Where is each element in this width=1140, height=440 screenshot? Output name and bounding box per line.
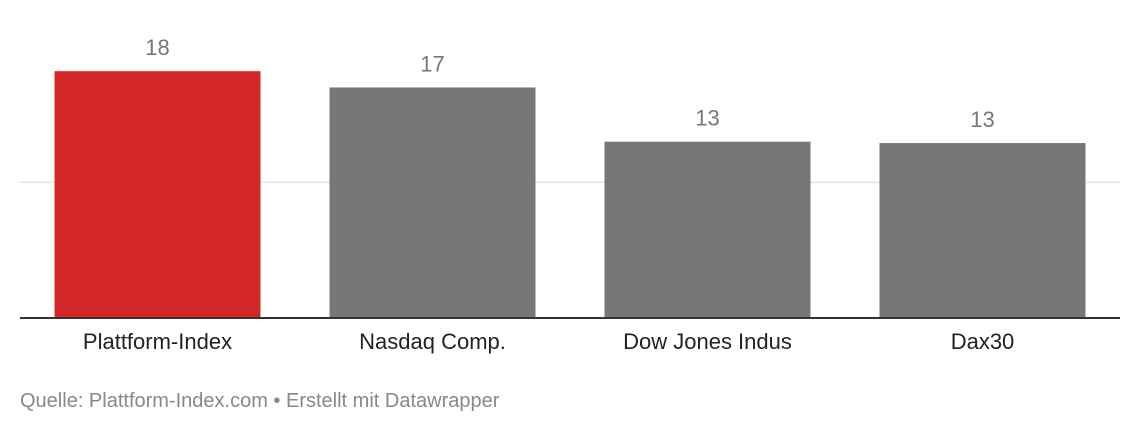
bar-1 (329, 87, 536, 319)
value-label-1: 17 (420, 51, 444, 76)
category-label-3: Dax30 (951, 329, 1015, 354)
labels: 18 Plattform-Index 17 Nasdaq Comp. 13 Dow Jon… (83, 35, 1014, 354)
bars (54, 71, 1086, 319)
bar-chart: 18 Plattform-Index 17 Nasdaq Comp. 13 Dow Jon… (20, 35, 1120, 354)
category-label-0: Plattform-Index (83, 329, 232, 354)
bar-0 (54, 71, 261, 318)
source-footer: Quelle: Plattform-Index.com • Erstellt m… (20, 390, 500, 412)
category-label-1: Nasdaq Comp. (359, 329, 506, 354)
value-label-0: 18 (145, 35, 169, 60)
category-label-2: Dow Jones Indus (623, 329, 792, 354)
value-label-2: 13 (695, 106, 719, 131)
value-label-3: 13 (970, 107, 994, 132)
bar-3 (879, 143, 1086, 318)
bar-2 (604, 141, 811, 318)
